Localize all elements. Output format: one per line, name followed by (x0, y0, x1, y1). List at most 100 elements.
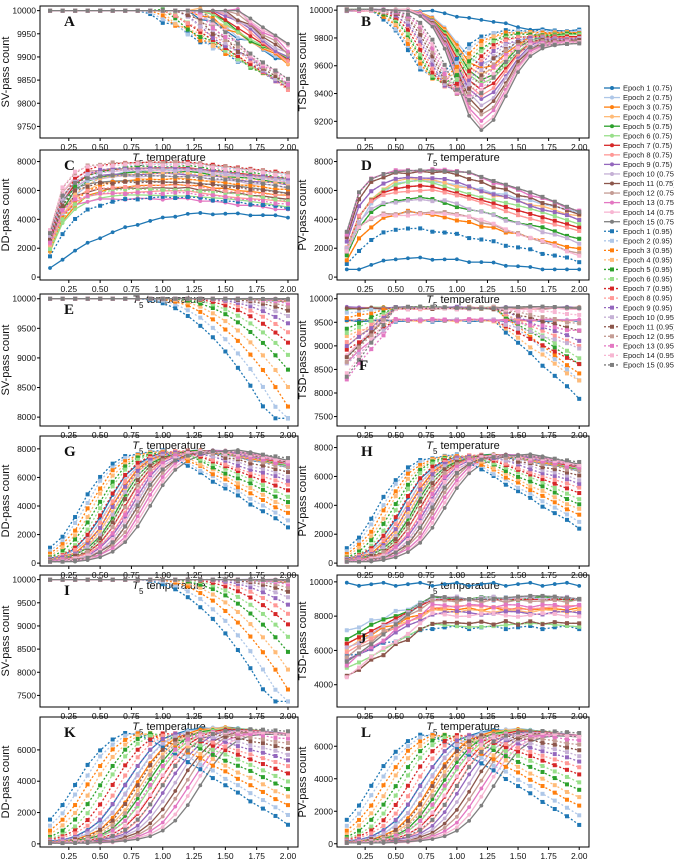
data-point (198, 8, 203, 13)
data-point (418, 47, 423, 52)
data-point (85, 207, 90, 212)
data-point (528, 35, 533, 40)
y-tick-label: 9500 (17, 323, 36, 333)
data-point (273, 190, 278, 195)
data-point (393, 176, 398, 181)
y-tick-label: 8000 (17, 157, 36, 167)
data-point (235, 18, 240, 23)
data-point (210, 335, 215, 340)
data-point (467, 196, 472, 201)
data-point (357, 331, 362, 336)
data-point (160, 479, 165, 484)
data-point (430, 168, 435, 173)
data-point (285, 504, 290, 509)
data-point (98, 296, 103, 301)
data-point (369, 333, 374, 338)
data-point (405, 37, 410, 42)
data-point (516, 186, 521, 191)
panel-letter: D (361, 158, 372, 174)
data-point (260, 195, 265, 200)
data-point (73, 191, 78, 196)
x-tick-label: 1.75 (248, 142, 265, 152)
data-point (248, 187, 253, 192)
data-point (454, 169, 459, 174)
data-point (344, 239, 349, 244)
data-point (98, 536, 103, 541)
data-point (516, 340, 521, 345)
data-point (148, 190, 153, 195)
data-point (405, 304, 410, 309)
data-point (516, 213, 521, 218)
data-point (273, 68, 278, 73)
data-point (185, 313, 190, 318)
data-point (357, 190, 362, 195)
data-point (552, 341, 557, 346)
data-point (173, 182, 178, 187)
data-point (85, 164, 90, 169)
data-point (491, 62, 496, 67)
data-point (85, 194, 90, 199)
data-point (123, 512, 128, 517)
data-point (516, 232, 521, 237)
x-tick-label: 0.50 (92, 284, 109, 294)
data-point (467, 86, 472, 91)
data-point (285, 340, 290, 345)
data-point (381, 192, 386, 197)
data-point (503, 330, 508, 335)
data-point (503, 305, 508, 310)
data-point (577, 260, 582, 265)
data-point (235, 8, 240, 13)
data-point (479, 124, 484, 129)
data-point (430, 176, 435, 181)
data-point (393, 22, 398, 27)
data-point (454, 218, 459, 223)
plot-frame (39, 149, 299, 281)
data-point (135, 296, 140, 301)
data-point (123, 187, 128, 192)
data-point (540, 43, 545, 48)
data-point (381, 333, 386, 338)
data-point (528, 40, 533, 45)
data-point (160, 17, 165, 22)
data-point (210, 449, 215, 454)
data-point (185, 463, 190, 468)
data-point (285, 416, 290, 421)
data-point (286, 61, 290, 66)
data-point (454, 305, 459, 310)
data-point (198, 193, 203, 198)
data-point (552, 317, 557, 322)
data-point (454, 172, 459, 177)
data-point (405, 168, 410, 173)
data-point (60, 217, 65, 222)
data-point (430, 197, 435, 202)
data-point (160, 13, 165, 18)
data-point (248, 502, 253, 507)
data-point (503, 227, 508, 232)
data-point (528, 211, 533, 216)
data-point (273, 404, 278, 409)
panel-letter: E (64, 302, 74, 318)
data-point (160, 8, 165, 13)
data-point (491, 181, 496, 186)
x-tick-label: 1.75 (540, 142, 557, 152)
data-point (344, 310, 349, 315)
data-point (540, 363, 545, 368)
data-point (369, 189, 374, 194)
data-point (285, 500, 290, 505)
y-tick-label: 9800 (17, 98, 36, 108)
data-point (405, 48, 410, 53)
data-point (344, 306, 349, 311)
data-point (273, 192, 278, 197)
x-axis-label-sub: 5 (433, 301, 438, 310)
data-point (110, 230, 115, 235)
data-point (98, 525, 103, 530)
data-point (60, 232, 65, 237)
data-point (357, 219, 362, 224)
data-point (503, 322, 508, 327)
data-point (198, 189, 203, 194)
data-point (430, 75, 435, 80)
data-point (381, 213, 386, 218)
data-point (160, 483, 165, 488)
data-point (418, 32, 423, 37)
data-point (185, 8, 190, 13)
